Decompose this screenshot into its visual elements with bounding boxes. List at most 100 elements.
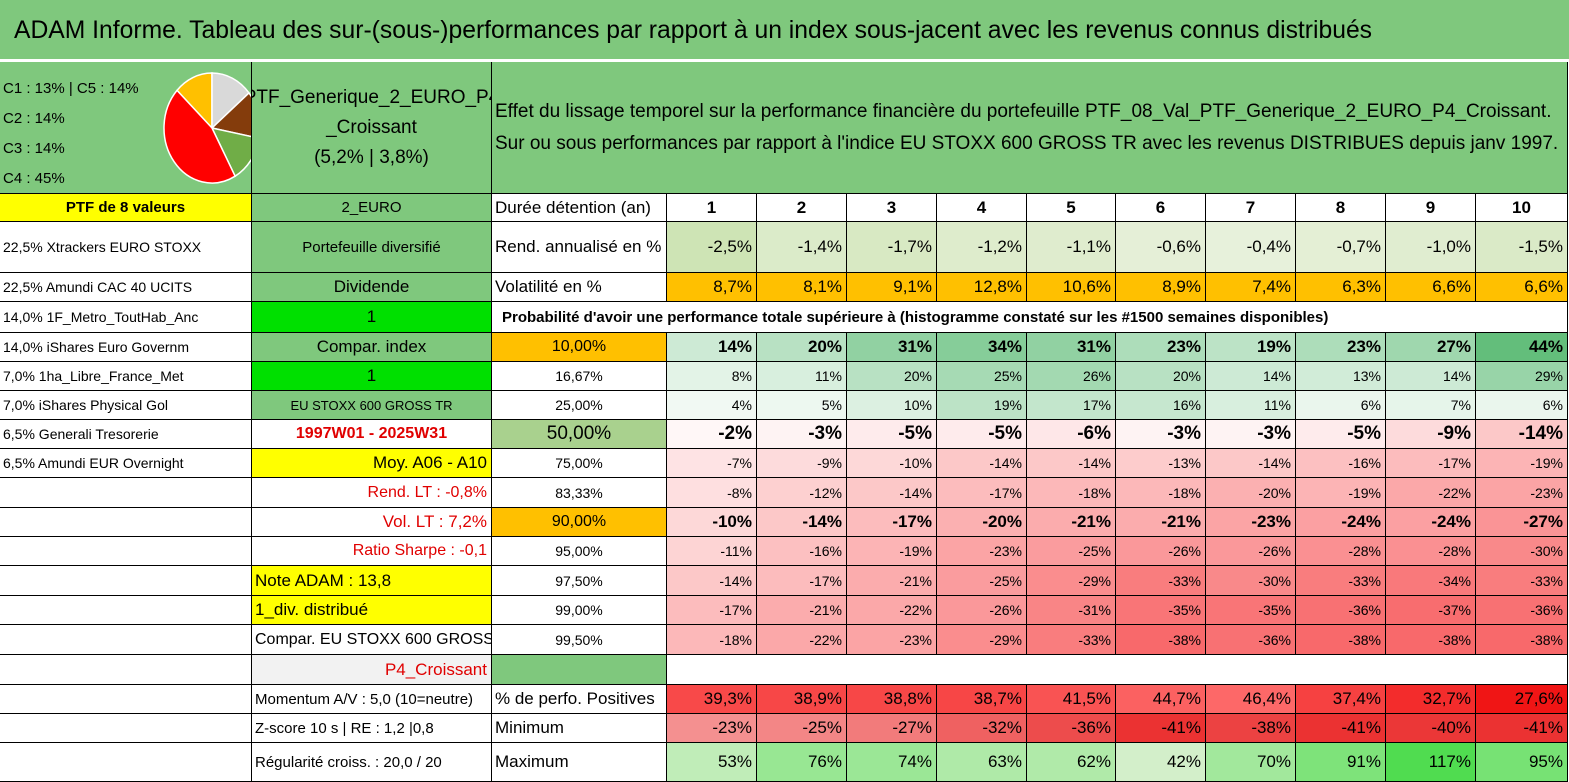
year-header: 4 [937,194,1027,222]
percentile-value: -8% [667,478,757,508]
percentile-label: 95,00% [492,537,667,566]
percentile-value: 34% [937,333,1027,362]
percentile-value: -11% [667,537,757,566]
percentile-value: -21% [1116,508,1206,537]
percentile-value: -23% [937,537,1027,566]
minimum-value: -41% [1116,714,1206,743]
percentile-value: -30% [1476,537,1568,566]
percentile-value: -26% [937,596,1027,625]
percentile-value: -23% [1206,508,1296,537]
percentile-value: -33% [1116,566,1206,596]
positives-value: 41,5% [1027,685,1116,714]
percentile-value: -20% [1206,478,1296,508]
percentile-value: -31% [1027,596,1116,625]
percentile-value: -3% [757,420,847,449]
portfolio-name-line: (5,2% | 3,8%) [314,146,429,168]
empty-cell [0,685,252,714]
percentile-value: -20% [937,508,1027,537]
percentile-value: -14% [667,566,757,596]
vol-value: 8,1% [757,273,847,302]
minimum-value: -41% [1476,714,1568,743]
rend-lt: Rend. LT : -0,8% [252,478,492,508]
percentile-value: -13% [1116,449,1206,478]
minimum-value: -25% [757,714,847,743]
percentile-value: -5% [1296,420,1386,449]
positives-value: 38,7% [937,685,1027,714]
percentile-value: 20% [1116,362,1206,391]
percentile-value: -10% [847,449,937,478]
percentile-label: 75,00% [492,449,667,478]
row-label-minimum: Minimum [492,714,667,743]
row-label-rend: Rend. annualisé en % [492,222,667,273]
portfolio-count: PTF de 8 valeurs [0,194,252,222]
percentile-value: -10% [667,508,757,537]
positives-value: 32,7% [1386,685,1476,714]
pie-panel: C1 : 13% | C5 : 14% C2 : 14% C3 : 14% C4 : … [0,62,252,194]
empty-cell [0,625,252,655]
percentile-value: -21% [757,596,847,625]
empty-cell [0,478,252,508]
percentile-value: -25% [1027,537,1116,566]
percentile-label: 97,50% [492,566,667,596]
percentile-value: 44% [1476,333,1568,362]
percentile-value: 29% [1476,362,1568,391]
maximum-value: 53% [667,743,757,782]
percentile-value: -37% [1386,596,1476,625]
percentile-value: -24% [1296,508,1386,537]
percentile-value: -3% [1206,420,1296,449]
percentile-value: 14% [667,333,757,362]
maximum-value: 95% [1476,743,1568,782]
percentile-value: -14% [1027,449,1116,478]
rend-value: -2,5% [667,222,757,273]
percentile-value: -22% [847,596,937,625]
percentile-value: -25% [937,566,1027,596]
page-title: ADAM Informe. Tableau des sur-(sous-)per… [0,0,1569,62]
percentile-value: 27% [1386,333,1476,362]
row-label-positives: % de perfo. Positives [492,685,667,714]
percentile-value: -14% [1476,420,1568,449]
positives-value: 39,3% [667,685,757,714]
probability-title: Probabilité d'avoir une performance tota… [492,302,1476,333]
rend-value: -1,1% [1027,222,1116,273]
percentile-label: 16,67% [492,362,667,391]
portfolio-type: Portefeuille diversifié [252,222,492,273]
percentile-value: -33% [1296,566,1386,596]
percentile-value: 31% [1027,333,1116,362]
vol-value: 12,8% [937,273,1027,302]
percentile-value: -14% [847,478,937,508]
portfolio-name-line: _Croissant [326,116,417,138]
percentile-value: -17% [847,508,937,537]
percentile-value: 31% [847,333,937,362]
compar-full: Compar. EU STOXX 600 GROSS TR [252,625,492,655]
empty-cell [0,537,252,566]
percentile-value: 23% [1116,333,1206,362]
minimum-value: -32% [937,714,1027,743]
rend-value: -1,7% [847,222,937,273]
percentile-value: -2% [667,420,757,449]
percentile-value: -22% [757,625,847,655]
percentile-value: -16% [757,537,847,566]
vol-value: 8,7% [667,273,757,302]
pie-legend: C1 : 13% | C5 : 14% C2 : 14% C3 : 14% C4 : … [3,74,139,193]
percentile-value: -18% [1027,478,1116,508]
percentile-value: 20% [847,362,937,391]
percentile-value: 26% [1027,362,1116,391]
vol-value: 8,9% [1116,273,1206,302]
year-header: 9 [1386,194,1476,222]
maximum-value: 63% [937,743,1027,782]
minimum-value: -36% [1027,714,1116,743]
percentile-value: -38% [1386,625,1476,655]
pie-label: C2 : 14% [3,110,65,127]
percentile-value: -19% [1296,478,1386,508]
percentile-value: -33% [1027,625,1116,655]
percentile-value: 5% [757,391,847,420]
portfolio-name-block: PTF_Generique_2_EURO_P4 _Croissant (5,2% |… [252,62,492,194]
profile: P4_Croissant [252,655,492,685]
percentile-value: -23% [847,625,937,655]
minimum-value: -23% [667,714,757,743]
empty-cell [1476,302,1568,333]
compar-value: 1 [252,362,492,391]
percentile-value: -35% [1206,596,1296,625]
percentile-value: 25% [937,362,1027,391]
empty-cell [0,508,252,537]
